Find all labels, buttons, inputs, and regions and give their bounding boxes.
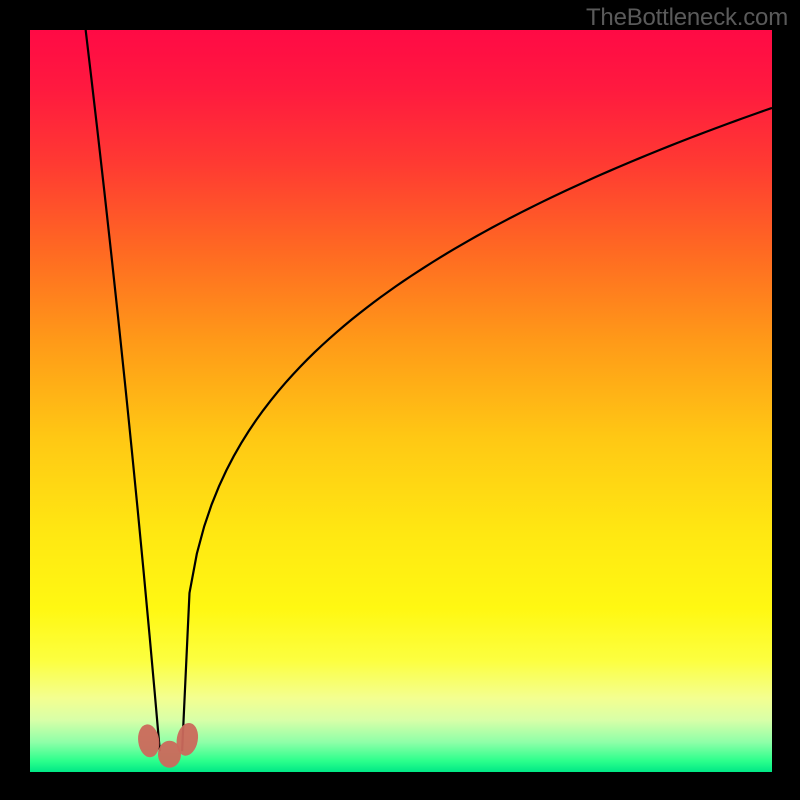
watermark-text: TheBottleneck.com [586,4,788,32]
plot-area-rect [30,30,772,772]
figure-container: TheBottleneck.com [0,0,800,800]
bottleneck-plot [0,0,800,800]
